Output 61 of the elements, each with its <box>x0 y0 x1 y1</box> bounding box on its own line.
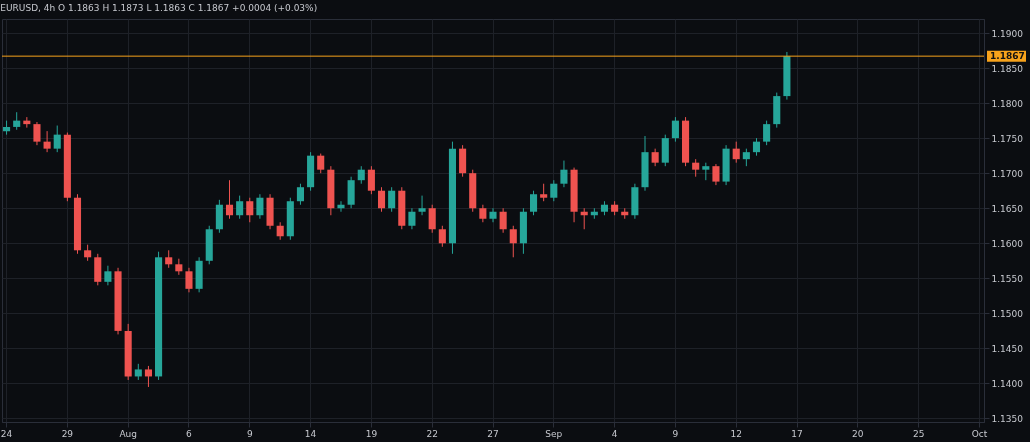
candlestick <box>236 195 244 220</box>
y-tick-label: 1.1400 <box>991 378 1024 389</box>
candlestick <box>438 225 446 248</box>
x-tick-label: 25 <box>912 428 925 439</box>
x-tick-label: Sep <box>545 428 563 439</box>
candlestick <box>550 179 558 202</box>
candlestick <box>499 207 507 234</box>
candlestick <box>317 153 325 174</box>
candlestick <box>43 130 51 153</box>
x-tick-label: Oct <box>971 428 988 439</box>
y-tick-label: 1.1750 <box>991 133 1024 144</box>
y-tick-label: 1.1650 <box>991 203 1024 214</box>
y-tick-label: 1.1450 <box>991 343 1024 354</box>
x-tick-label: 6 <box>186 428 193 439</box>
candlestick <box>225 179 234 220</box>
y-tick-label: 1.1800 <box>991 98 1024 109</box>
y-tick-label: 1.1900 <box>991 28 1024 39</box>
y-tick-label: 1.1350 <box>991 414 1024 424</box>
y-tick-label: 1.1550 <box>991 273 1024 284</box>
x-tick-label: 20 <box>852 428 864 439</box>
candlestick <box>428 204 436 234</box>
candlestick <box>104 265 112 286</box>
x-tick-label: 4 <box>611 428 618 439</box>
x-tick-label: 9 <box>246 428 253 439</box>
chart-title: EURUSD, 4h O 1.1863 H 1.1873 L 1.1863 C 1.1867 +0.0004 (+0.03%) <box>0 3 318 13</box>
candlestick <box>712 163 720 186</box>
candlestick <box>671 116 679 143</box>
y-tick-label: 1.1700 <box>991 168 1024 179</box>
y-tick-label: 1.1500 <box>991 308 1024 319</box>
x-tick-label: Aug <box>119 428 137 439</box>
y-tick-label: 1.1600 <box>991 238 1024 249</box>
candlestick <box>489 207 497 223</box>
candlestick <box>418 195 426 216</box>
candlestick <box>144 365 152 388</box>
x-tick-label: 12 <box>730 428 742 439</box>
x-tick-label: 29 <box>61 428 74 439</box>
y-tick-label: 1.1850 <box>991 63 1024 74</box>
candlestick <box>529 190 538 216</box>
x-tick-label: 17 <box>791 428 803 439</box>
candlestick <box>367 165 375 195</box>
x-tick-label: 14 <box>304 428 317 439</box>
candlestick <box>246 197 254 223</box>
candlestick <box>337 200 345 213</box>
x-tick-label: 9 <box>672 428 679 439</box>
x-tick-label: 19 <box>365 428 378 439</box>
candlestick <box>388 186 396 213</box>
candlestick <box>53 125 61 153</box>
candlestick <box>296 183 304 206</box>
candlestick <box>185 267 193 293</box>
candlestick <box>33 121 41 146</box>
x-tick-label: 27 <box>487 428 499 439</box>
candlestick <box>763 120 771 146</box>
candlestick <box>509 225 517 258</box>
candlestick <box>732 141 740 164</box>
ref-line-label: 1.1867 <box>990 51 1025 62</box>
candlestick <box>560 160 568 188</box>
x-tick-label: 24 <box>0 428 13 439</box>
candlestick <box>377 186 386 213</box>
candlestick <box>408 207 416 230</box>
candlestick <box>256 193 264 220</box>
x-tick-label: 22 <box>426 428 438 439</box>
